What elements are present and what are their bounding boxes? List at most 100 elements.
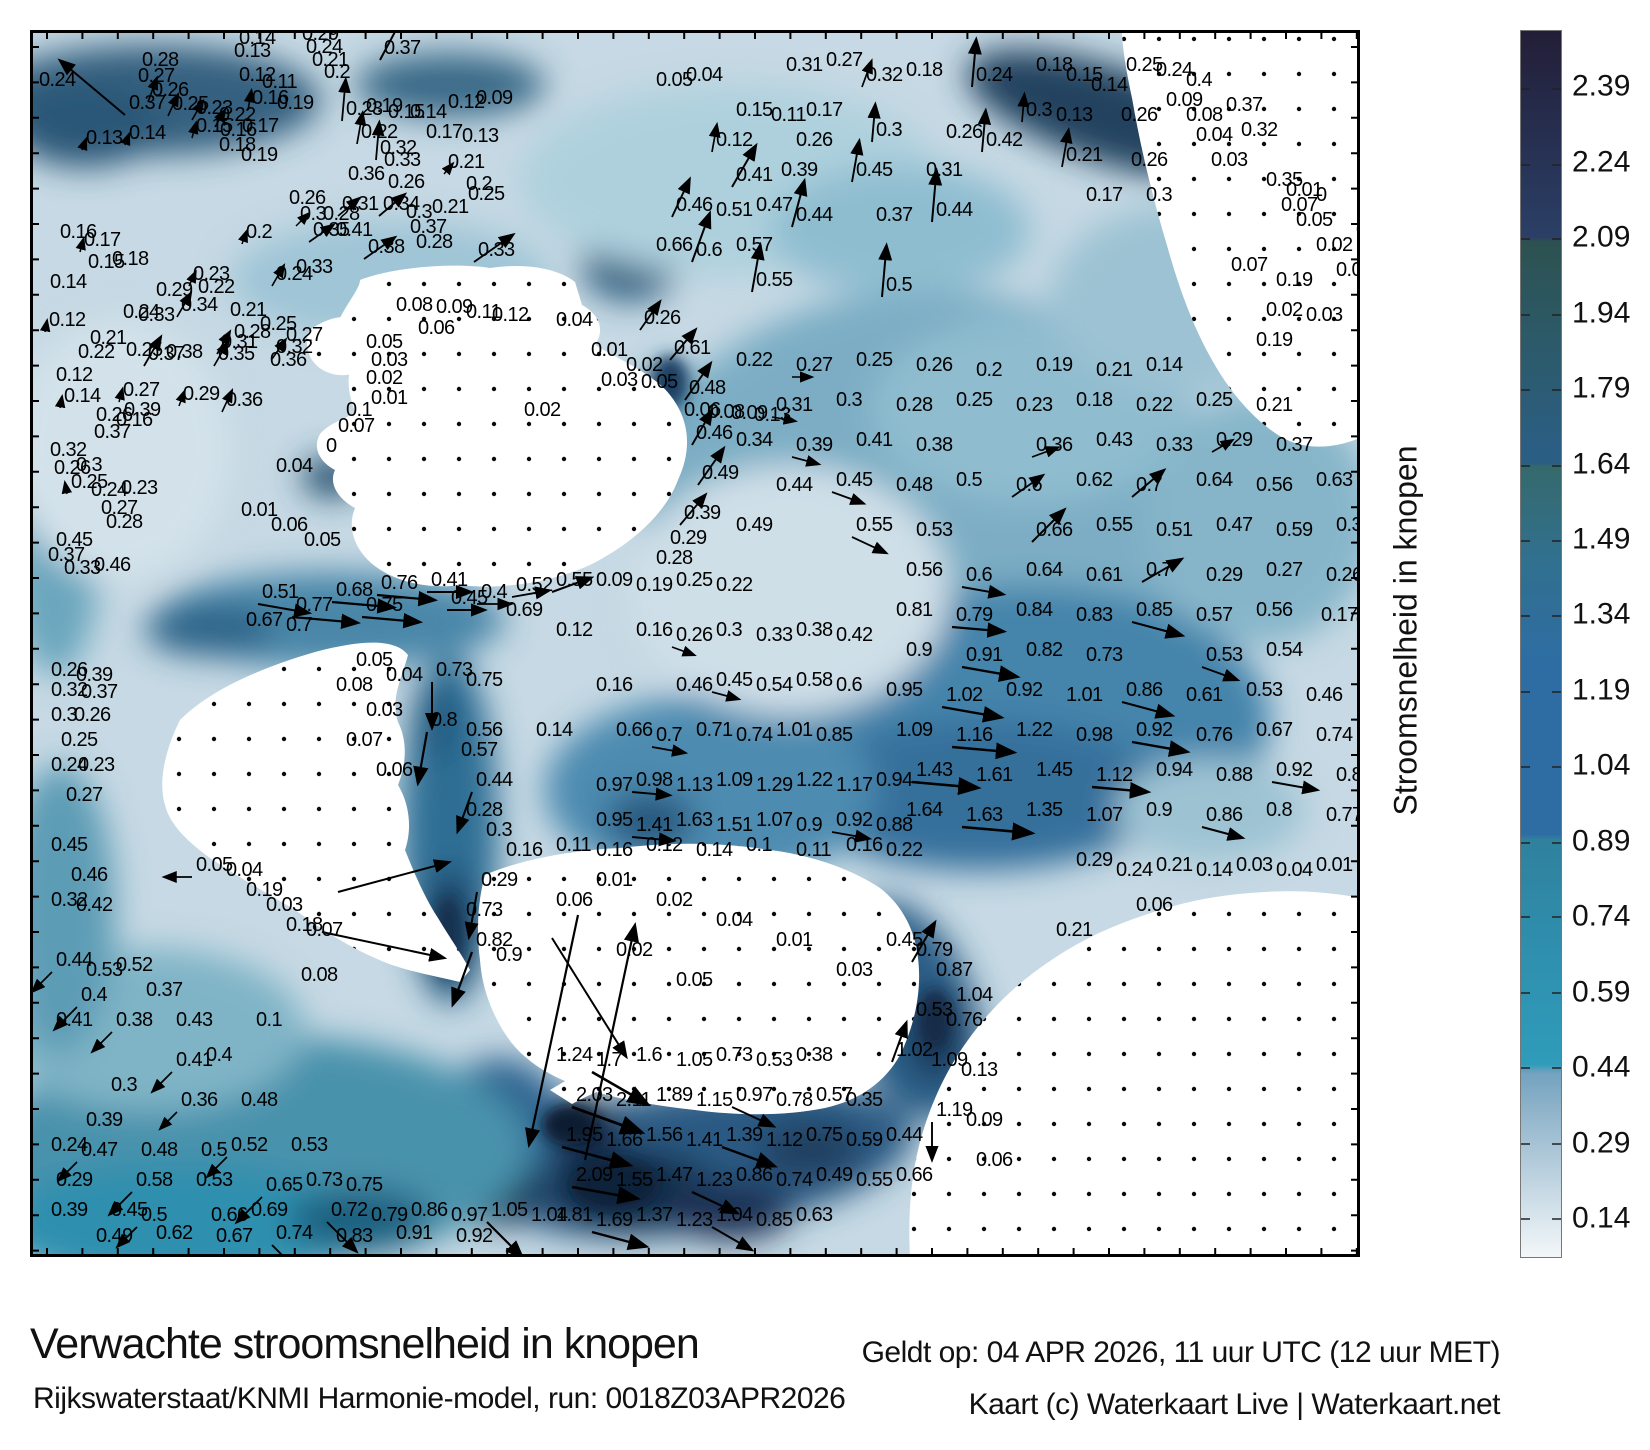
svg-text:0.9: 0.9 bbox=[496, 944, 522, 966]
svg-text:0.36: 0.36 bbox=[181, 1089, 218, 1111]
svg-text:0.03: 0.03 bbox=[1306, 304, 1343, 326]
svg-text:0.86: 0.86 bbox=[1206, 804, 1243, 826]
svg-text:0.07: 0.07 bbox=[346, 729, 383, 751]
svg-text:0.76: 0.76 bbox=[1196, 724, 1233, 746]
svg-text:0.21: 0.21 bbox=[1156, 854, 1193, 876]
svg-text:0.21: 0.21 bbox=[1056, 919, 1093, 941]
svg-text:0.48: 0.48 bbox=[896, 474, 933, 496]
svg-text:0.06: 0.06 bbox=[976, 1149, 1013, 1171]
svg-text:0.18: 0.18 bbox=[219, 134, 256, 156]
svg-text:1.04: 1.04 bbox=[716, 1204, 753, 1226]
svg-text:0.19: 0.19 bbox=[366, 95, 403, 117]
svg-text:1.64: 1.64 bbox=[906, 799, 943, 821]
svg-text:0.52: 0.52 bbox=[116, 954, 153, 976]
svg-text:0.09: 0.09 bbox=[596, 569, 633, 591]
svg-text:0.75: 0.75 bbox=[346, 1174, 383, 1196]
svg-text:0.13: 0.13 bbox=[754, 404, 791, 426]
svg-text:0.07: 0.07 bbox=[1231, 254, 1268, 276]
svg-text:0.05: 0.05 bbox=[641, 371, 678, 393]
svg-text:0.08: 0.08 bbox=[396, 294, 433, 316]
svg-text:0.3: 0.3 bbox=[76, 454, 102, 476]
svg-text:0.68: 0.68 bbox=[336, 579, 373, 601]
svg-text:0.75: 0.75 bbox=[366, 594, 403, 616]
svg-text:0.17: 0.17 bbox=[242, 115, 279, 137]
svg-text:0.13: 0.13 bbox=[462, 125, 499, 147]
svg-text:0.4: 0.4 bbox=[1186, 69, 1212, 91]
svg-text:0.8: 0.8 bbox=[431, 709, 457, 731]
svg-text:0.39: 0.39 bbox=[124, 399, 161, 421]
svg-text:0.45: 0.45 bbox=[56, 529, 93, 551]
svg-text:0.85: 0.85 bbox=[1136, 599, 1173, 621]
svg-text:1.24: 1.24 bbox=[556, 1044, 593, 1066]
svg-text:0.16: 0.16 bbox=[506, 839, 543, 861]
colorbar-axis-label: Stroomsnelheid in knopen bbox=[1387, 445, 1424, 816]
svg-text:0.04: 0.04 bbox=[1276, 859, 1313, 881]
svg-text:1.19: 1.19 bbox=[936, 1099, 973, 1121]
svg-text:0.08: 0.08 bbox=[301, 964, 338, 986]
svg-text:0.19: 0.19 bbox=[277, 92, 314, 114]
svg-text:2.09: 2.09 bbox=[576, 1164, 613, 1186]
svg-text:0.12: 0.12 bbox=[716, 129, 753, 151]
colorbar-tick-label: 1.34 bbox=[1572, 597, 1631, 631]
svg-text:0.58: 0.58 bbox=[796, 669, 833, 691]
svg-text:0.41: 0.41 bbox=[336, 219, 373, 241]
svg-text:0.71: 0.71 bbox=[696, 719, 733, 741]
colorbar bbox=[1520, 30, 1562, 1258]
svg-text:0.09: 0.09 bbox=[731, 402, 768, 424]
svg-text:0.27: 0.27 bbox=[796, 354, 833, 376]
svg-text:0.53: 0.53 bbox=[1246, 679, 1283, 701]
svg-text:0.47: 0.47 bbox=[756, 194, 793, 216]
svg-text:0.61: 0.61 bbox=[1186, 684, 1223, 706]
svg-text:0.17: 0.17 bbox=[84, 229, 121, 251]
svg-text:0.02: 0.02 bbox=[616, 939, 653, 961]
svg-text:0.6: 0.6 bbox=[836, 674, 862, 696]
svg-text:0.04: 0.04 bbox=[716, 909, 753, 931]
svg-text:0.49: 0.49 bbox=[736, 514, 773, 536]
svg-text:0.19: 0.19 bbox=[246, 879, 283, 901]
svg-text:0.06: 0.06 bbox=[376, 759, 413, 781]
svg-text:0.24: 0.24 bbox=[306, 36, 343, 58]
svg-text:0.12: 0.12 bbox=[448, 91, 485, 113]
svg-text:1.63: 1.63 bbox=[966, 804, 1003, 826]
svg-text:0.02: 0.02 bbox=[656, 889, 693, 911]
svg-text:0.37: 0.37 bbox=[48, 544, 85, 566]
colorbar-tick-label: 2.39 bbox=[1572, 69, 1631, 103]
svg-text:0.4: 0.4 bbox=[481, 581, 507, 603]
svg-text:1.69: 1.69 bbox=[596, 1209, 633, 1231]
svg-text:0.01: 0.01 bbox=[1286, 179, 1323, 201]
svg-text:0.98: 0.98 bbox=[636, 769, 673, 791]
svg-text:0.35: 0.35 bbox=[218, 343, 255, 365]
svg-text:0.21: 0.21 bbox=[1066, 144, 1103, 166]
current-vectors: 0.370.240.280.270.260.250.230.220.140.13… bbox=[30, 0, 1394, 1274]
svg-text:0.3: 0.3 bbox=[486, 819, 512, 841]
colorbar-tick-label: 0.29 bbox=[1572, 1126, 1631, 1160]
svg-text:1.61: 1.61 bbox=[976, 764, 1013, 786]
svg-text:0.29: 0.29 bbox=[1206, 564, 1243, 586]
svg-text:0.06: 0.06 bbox=[556, 889, 593, 911]
svg-text:0.02: 0.02 bbox=[1316, 234, 1353, 256]
svg-text:0.26: 0.26 bbox=[644, 307, 681, 329]
svg-text:0.26: 0.26 bbox=[1131, 149, 1168, 171]
svg-text:0.19: 0.19 bbox=[241, 144, 278, 166]
svg-text:0.09: 0.09 bbox=[966, 1109, 1003, 1131]
svg-text:0.33: 0.33 bbox=[64, 557, 101, 579]
svg-text:0.8: 0.8 bbox=[1266, 799, 1292, 821]
svg-text:0.79: 0.79 bbox=[916, 939, 953, 961]
svg-text:0.41: 0.41 bbox=[56, 1009, 93, 1031]
svg-text:0.41: 0.41 bbox=[856, 429, 893, 451]
svg-text:0.29: 0.29 bbox=[670, 527, 707, 549]
svg-text:0.24: 0.24 bbox=[91, 479, 128, 501]
svg-text:0.16: 0.16 bbox=[846, 834, 883, 856]
svg-text:0.02: 0.02 bbox=[366, 367, 403, 389]
svg-text:0.19: 0.19 bbox=[636, 574, 673, 596]
svg-text:0.25: 0.25 bbox=[956, 389, 993, 411]
svg-text:0.7: 0.7 bbox=[1146, 559, 1172, 581]
svg-text:0.34: 0.34 bbox=[181, 294, 218, 316]
svg-text:0.73: 0.73 bbox=[466, 899, 503, 921]
svg-text:0: 0 bbox=[1316, 184, 1327, 206]
svg-text:2.03: 2.03 bbox=[576, 1084, 613, 1106]
svg-text:0.3: 0.3 bbox=[406, 201, 432, 223]
svg-text:1.89: 1.89 bbox=[656, 1084, 693, 1106]
svg-text:0.27: 0.27 bbox=[123, 379, 160, 401]
svg-text:0.38: 0.38 bbox=[796, 619, 833, 641]
